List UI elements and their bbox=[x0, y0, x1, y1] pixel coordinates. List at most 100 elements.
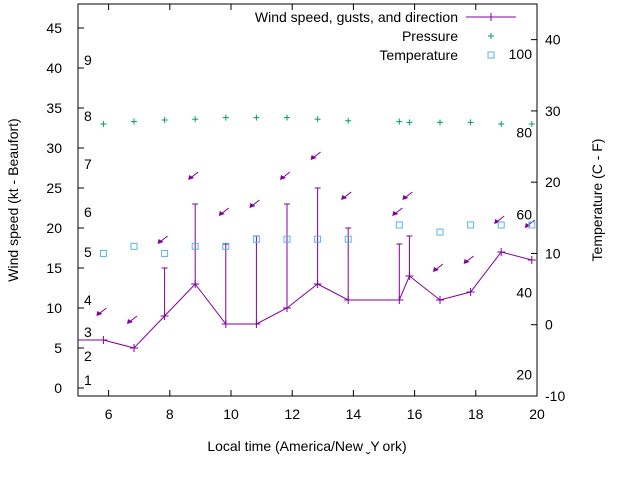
legend-marker-temperature bbox=[487, 51, 495, 59]
wind-arrow bbox=[249, 199, 260, 208]
pressure-point bbox=[406, 119, 413, 126]
wind-speed-point bbox=[435, 296, 444, 304]
y2-tick-label: 10 bbox=[545, 245, 561, 261]
wind-arrow bbox=[392, 207, 403, 216]
legend-marker-pressure bbox=[488, 33, 494, 39]
y-axis-label: Wind speed (kt - Beaufort) bbox=[5, 118, 21, 281]
pressure-point bbox=[100, 121, 107, 127]
wind-speed-point bbox=[466, 288, 475, 296]
temperature-point bbox=[436, 228, 444, 236]
wind-speed-point bbox=[344, 296, 353, 304]
y-tick-label: 10 bbox=[46, 300, 62, 316]
wind-speed-line bbox=[78, 251, 532, 349]
y-tick-label: 35 bbox=[46, 100, 62, 116]
y2-tick-label: -10 bbox=[545, 388, 565, 404]
fahrenheit-label: 60 bbox=[516, 206, 532, 222]
fahrenheit-label: 40 bbox=[516, 285, 532, 301]
temperature-point bbox=[497, 221, 505, 229]
beaufort-label: 4 bbox=[84, 292, 92, 308]
y-tick-label: 25 bbox=[46, 180, 62, 196]
gust-bars bbox=[161, 187, 413, 324]
wind-arrow bbox=[279, 171, 291, 180]
wind-arrow bbox=[188, 171, 199, 180]
wind-direction-arrows bbox=[96, 151, 536, 324]
temperature-point bbox=[191, 242, 199, 250]
fahrenheit-label: 100 bbox=[509, 46, 533, 62]
plot-area bbox=[77, 3, 538, 397]
wind-speed-point bbox=[282, 304, 291, 312]
legend-marker-wind bbox=[487, 13, 495, 21]
pressure-point bbox=[528, 121, 535, 127]
pressure-series bbox=[100, 114, 535, 127]
wind-arrow bbox=[463, 255, 474, 264]
pressure-point bbox=[161, 117, 168, 123]
legend-label-temperature: Temperature bbox=[379, 47, 458, 63]
beaufort-labels: 1 2 3 4 5 6 7 8 9 bbox=[84, 52, 92, 388]
pressure-point bbox=[436, 119, 443, 126]
wind-arrow bbox=[494, 215, 505, 224]
x-tick-label: 8 bbox=[166, 406, 174, 422]
y-tick-label: 0 bbox=[54, 380, 62, 396]
temperature-point bbox=[395, 221, 403, 229]
x-tick-label: 20 bbox=[529, 406, 545, 422]
wind-arrow bbox=[126, 315, 138, 324]
beaufort-label: 8 bbox=[84, 108, 92, 124]
beaufort-label: 9 bbox=[84, 52, 92, 68]
beaufort-label: 2 bbox=[84, 348, 92, 364]
y2-tick-label: 20 bbox=[545, 174, 561, 190]
wind-speed-point bbox=[129, 344, 138, 352]
beaufort-label: 3 bbox=[84, 324, 92, 340]
pressure-point bbox=[192, 116, 199, 123]
y2-tick-label: 0 bbox=[545, 317, 553, 333]
x-axis-label: Local time (America/New ˬY ork) bbox=[207, 438, 406, 454]
wind-speed-point bbox=[527, 256, 536, 264]
wind-arrow bbox=[157, 235, 168, 244]
axis-ticks: 6 8 10 12 14 16 18 20051015202530354045-1001020… bbox=[46, 4, 565, 422]
pressure-point bbox=[345, 117, 352, 124]
beaufort-label: 7 bbox=[84, 156, 92, 172]
pressure-point bbox=[314, 116, 321, 123]
fahrenheit-labels: 20 40 60 80 100 bbox=[509, 46, 533, 383]
y-tick-label: 5 bbox=[54, 340, 62, 356]
fahrenheit-label: 20 bbox=[516, 367, 532, 383]
temperature-point bbox=[528, 221, 536, 229]
x-tick-label: 10 bbox=[223, 406, 239, 422]
y2-tick-label: 40 bbox=[545, 32, 561, 48]
wind-speed-point bbox=[395, 296, 404, 304]
y-tick-label: 15 bbox=[46, 260, 62, 276]
y2-tick-label: 30 bbox=[545, 103, 561, 119]
temperature-point bbox=[344, 235, 352, 243]
beaufort-label: 6 bbox=[84, 204, 92, 220]
y2-axis-label: Temperature (C - F) bbox=[589, 139, 605, 262]
wind-arrow bbox=[341, 191, 352, 200]
temperature-point bbox=[161, 249, 169, 257]
pressure-point bbox=[396, 118, 403, 125]
wind-speed-point bbox=[252, 320, 261, 328]
temperature-point bbox=[252, 235, 260, 243]
legend: Wind speed, gusts, and direction Pressur… bbox=[255, 9, 516, 63]
wind-speed-point bbox=[160, 312, 169, 320]
wind-arrow bbox=[402, 191, 413, 200]
x-tick-label: 6 bbox=[105, 406, 113, 422]
wind-series bbox=[78, 248, 536, 352]
temperature-point bbox=[99, 249, 107, 257]
x-tick-label: 14 bbox=[346, 406, 362, 422]
temperature-point bbox=[130, 242, 138, 250]
legend-label-pressure: Pressure bbox=[402, 28, 458, 44]
wind-arrow bbox=[524, 219, 536, 228]
pressure-point bbox=[498, 121, 505, 127]
x-tick-label: 18 bbox=[468, 406, 484, 422]
wind-speed-point bbox=[405, 272, 414, 280]
y-tick-label: 40 bbox=[46, 60, 62, 76]
pressure-point bbox=[253, 114, 260, 121]
beaufort-label: 5 bbox=[84, 244, 92, 260]
temperature-point bbox=[314, 235, 322, 243]
wind-speed-point bbox=[99, 336, 108, 344]
pressure-point bbox=[283, 114, 290, 121]
temperature-series bbox=[99, 221, 536, 257]
pressure-point bbox=[467, 119, 474, 126]
pressure-point bbox=[222, 114, 229, 121]
temperature-point bbox=[222, 242, 230, 250]
temperature-point bbox=[467, 221, 475, 229]
